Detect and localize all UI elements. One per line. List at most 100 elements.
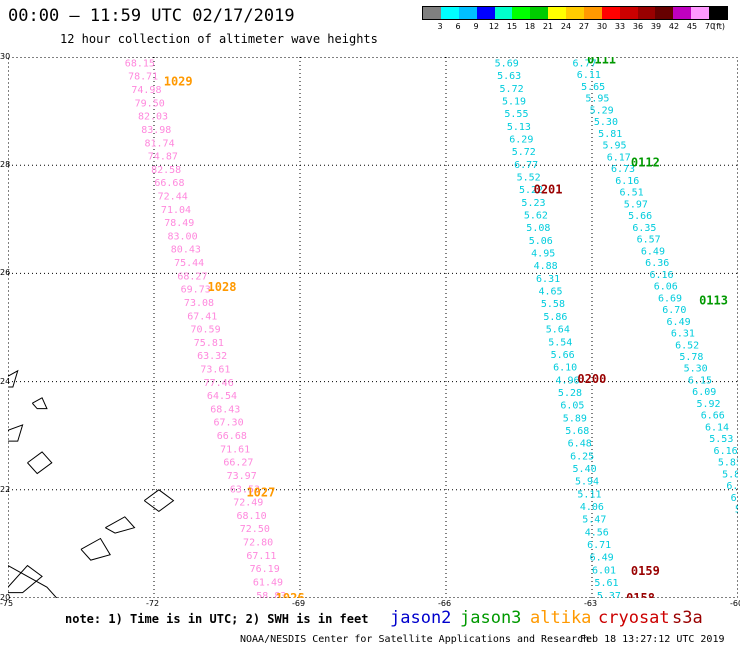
wave-height-value: 80.43 (171, 245, 201, 256)
legend-jason3: jason3 (460, 608, 522, 628)
colorbar-label: 15 (506, 22, 518, 31)
wave-height-value: 71.04 (161, 205, 191, 216)
x-axis-label: -69 (292, 599, 306, 608)
wave-height-value: 5.62 (524, 211, 548, 222)
time-label: 1027 (246, 486, 275, 500)
wave-height-value: 66.27 (223, 458, 253, 469)
wave-height-value: 6.49 (641, 246, 665, 257)
wave-height-value: 6.71 (587, 540, 611, 551)
wave-height-value: 5.66 (628, 211, 652, 222)
time-label: 0113 (699, 293, 728, 307)
wave-height-value: 5.66 (551, 350, 575, 361)
wave-height-value: 4.96 (556, 375, 580, 386)
wave-height-value: 5.86 (543, 312, 567, 323)
wave-height-value: 5.64 (546, 325, 570, 336)
time-label: 1029 (164, 74, 193, 88)
colorbar-label: 36 (632, 22, 644, 31)
wave-height-value: 4.95 (531, 249, 555, 260)
y-axis-label: 22 (0, 484, 11, 494)
colorbar-swatch (423, 7, 441, 19)
wave-height-value: 5.08 (526, 223, 550, 234)
colorbar-label: 30 (596, 22, 608, 31)
wave-height-value: 78.49 (164, 218, 194, 229)
wave-height-value: 77.46 (204, 378, 234, 389)
colorbar-swatch (566, 7, 584, 19)
colorbar-swatch (440, 7, 459, 19)
time-label: 0112 (631, 155, 660, 169)
wave-height-value: 5.06 (529, 236, 553, 247)
colorbar-label: 27 (578, 22, 590, 31)
colorbar-swatch (619, 7, 638, 19)
wave-height-value: 83.00 (168, 231, 198, 242)
wave-height-value: 5.54 (548, 337, 572, 348)
wave-height-value: 5.69 (495, 58, 519, 69)
wave-height-value: 5.40 (573, 464, 597, 475)
wave-height-value: 6.11 (577, 70, 601, 81)
wave-height-value: 61.49 (253, 577, 283, 588)
wave-height-value: 72.49 (233, 498, 263, 509)
wave-height-value: 68.27 (177, 271, 207, 282)
wave-height-value: 5.68 (565, 426, 589, 437)
time-label: 0158 (626, 591, 655, 598)
wave-height-value: 6.15 (688, 375, 712, 386)
x-axis-label: -75 (0, 599, 14, 608)
wave-height-value: 5.92 (696, 399, 720, 410)
wave-height-value: 6.51 (620, 188, 644, 199)
wave-height-value: 6.73 (611, 164, 635, 175)
x-axis-label: -66 (438, 599, 452, 608)
wave-height-value: 4.56 (585, 527, 609, 538)
wave-height-value: 4.65 (538, 287, 562, 298)
wave-height-value: 68.43 (210, 404, 240, 415)
wave-height-value: 71.61 (220, 444, 250, 455)
wave-height-value: 5.29 (590, 105, 614, 116)
wave-height-value: 5.58 (541, 299, 565, 310)
wave-height-value: 70.59 (191, 325, 221, 336)
wave-height-value: 6.77 (726, 481, 738, 492)
wave-height-value: 6.77 (514, 160, 538, 171)
wave-height-value: 73.61 (200, 365, 230, 376)
legend-cryosat: cryosat (598, 608, 670, 628)
colorbar-label: 3 (437, 22, 443, 31)
wave-height-value: 74.98 (131, 85, 161, 96)
wave-height-value: 4.88 (534, 261, 558, 272)
wave-height-value: 68.15 (125, 58, 155, 69)
wave-height-value: 5.72 (512, 147, 536, 158)
wave-height-value: 82.58 (151, 165, 181, 176)
footer-note: note: 1) Time is in UTC; 2) SWH is in fe… (65, 612, 369, 626)
colorbar-label: 39 (650, 22, 662, 31)
wave-height-value: 6.31 (536, 274, 560, 285)
time-label: 0111 (587, 57, 616, 67)
colorbar-swatch (458, 7, 477, 19)
wave-height-value: 4.06 (580, 502, 604, 513)
wave-height-value: 66.68 (217, 431, 247, 442)
wave-height-value: 64.54 (207, 391, 237, 402)
wave-height-value: 6.77 (573, 58, 597, 69)
wave-height-value: 74.87 (148, 152, 178, 163)
colorbar-label: 42 (668, 22, 680, 31)
x-axis-label: -72 (146, 599, 160, 608)
wave-height-value: 75.81 (194, 338, 224, 349)
wave-height-value: 69.73 (181, 285, 211, 296)
wave-height-value: 5.53 (709, 434, 733, 445)
wave-height-value: 5.11 (577, 489, 601, 500)
wave-height-value: 78.71 (128, 72, 158, 83)
wave-height-value: 67.30 (213, 418, 243, 429)
time-label: 1026 (276, 591, 305, 598)
wave-height-value: 83.98 (141, 125, 171, 136)
wave-height-value: 6.48 (568, 439, 592, 450)
wave-height-value: 6.16 (649, 270, 673, 281)
wave-height-value: 73.08 (184, 298, 214, 309)
wave-height-value: 6.57 (637, 235, 661, 246)
y-axis-label: 30 (0, 52, 11, 61)
wave-height-value: 73.97 (227, 471, 257, 482)
wave-height-value: 6.05 (560, 401, 584, 412)
time-label: 0159 (631, 564, 660, 578)
page-title: 00:00 – 11:59 UTC 02/17/2019 (8, 6, 295, 26)
y-axis-label: 28 (0, 160, 11, 170)
wave-height-value: 5.78 (679, 352, 703, 363)
wave-height-value: 66.68 (154, 178, 184, 189)
wave-height-value: 6.16 (714, 446, 738, 457)
wave-height-value: 5.97 (624, 199, 648, 210)
colorbar-swatch (548, 7, 566, 19)
wave-height-value: 5.83 (718, 458, 738, 469)
